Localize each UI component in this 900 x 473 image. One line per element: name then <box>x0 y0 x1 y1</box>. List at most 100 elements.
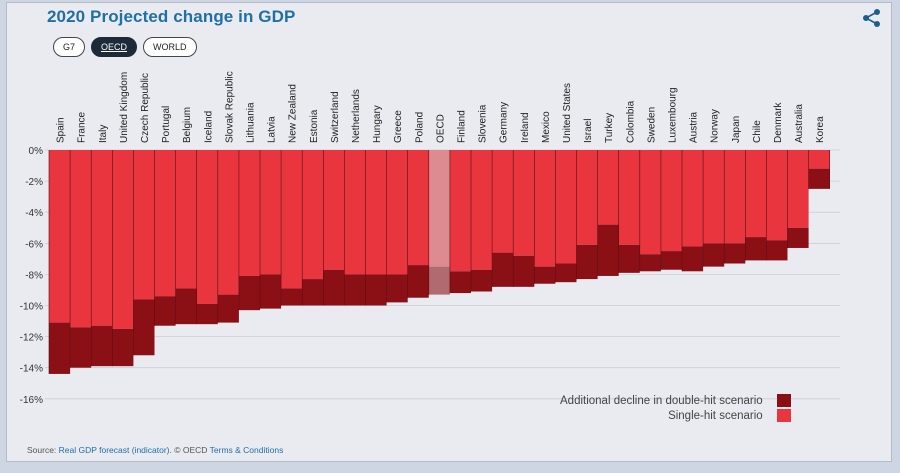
category-label: Ireland <box>520 112 531 143</box>
category-label: Chile <box>752 120 763 143</box>
bar-double-hit <box>175 288 197 325</box>
bar-double-hit <box>766 240 788 261</box>
bar-single-hit <box>745 150 767 238</box>
bar-double-hit <box>492 252 514 287</box>
bar-double-hit <box>217 294 239 323</box>
y-tick-label: -8% <box>25 270 43 281</box>
bar-single-hit <box>70 150 92 328</box>
category-label: Israel <box>583 119 594 143</box>
bar-double-hit <box>323 269 345 306</box>
terms-link[interactable]: Terms & Conditions <box>209 445 284 455</box>
category-label: Japan <box>731 116 742 143</box>
bar-single-hit <box>365 150 387 275</box>
bar-single-hit <box>618 150 640 245</box>
category-label: Hungary <box>372 105 383 143</box>
bar-double-hit <box>302 279 324 306</box>
legend: Additional decline in double-hit scenari… <box>560 393 791 423</box>
bar-double-hit <box>238 275 260 311</box>
tab-oecd[interactable]: OECD <box>91 37 138 57</box>
category-label: Latvia <box>267 116 278 143</box>
bar-single-hit <box>449 150 471 272</box>
bar-single-hit <box>787 150 809 228</box>
legend-swatch-double <box>776 394 791 407</box>
source-note: Source: Real GDP forecast (indicator). ©… <box>27 445 283 455</box>
category-label: Greece <box>393 110 404 143</box>
region-tabs: G7 OECD WORLD <box>53 37 197 57</box>
category-label: Netherlands <box>351 89 362 143</box>
category-label: Iceland <box>203 111 214 143</box>
legend-item-single: Single-hit scenario <box>560 408 791 423</box>
y-tick-label: -6% <box>25 239 43 250</box>
category-label: Lithuania <box>245 102 256 143</box>
category-label: Belgium <box>182 107 193 143</box>
bar-single-hit <box>724 150 746 244</box>
category-label: Mexico <box>541 111 552 143</box>
chart-title: 2020 Projected change in GDP <box>47 7 296 26</box>
category-label: Slovenia <box>478 104 489 143</box>
source-link[interactable]: Real GDP forecast (indicator) <box>58 445 170 455</box>
bar-double-hit <box>196 303 218 325</box>
bar-double-hit <box>344 274 366 306</box>
bar-single-hit <box>154 150 176 297</box>
bar-double-hit <box>576 244 598 280</box>
category-label: Sweden <box>646 107 657 143</box>
bar-double-hit <box>555 263 577 283</box>
category-label: United States <box>562 83 573 143</box>
bar-single-hit <box>682 150 704 247</box>
bar-double-hit <box>703 243 725 267</box>
bar-single-hit <box>703 150 725 244</box>
bar-single-hit <box>91 150 113 326</box>
bar-double-hit <box>682 246 704 272</box>
tab-world[interactable]: WORLD <box>143 37 197 57</box>
category-label: Austria <box>689 111 700 143</box>
y-tick-label: 0% <box>29 146 44 157</box>
bar-double-hit <box>281 288 303 306</box>
category-label: Spain <box>56 117 67 143</box>
y-tick-label: -2% <box>25 177 43 188</box>
bar-double-hit <box>407 265 429 298</box>
bar-single-hit <box>196 150 218 304</box>
bar-single-hit <box>344 150 366 275</box>
bar-double-hit <box>112 328 134 367</box>
category-label: OECD <box>435 114 446 143</box>
legend-swatch-single <box>776 409 791 422</box>
category-label: United Kingdom <box>119 72 130 143</box>
category-label: Norway <box>710 109 721 143</box>
bar-double-hit <box>513 255 535 287</box>
tab-g7[interactable]: G7 <box>53 37 86 57</box>
bar-single-hit <box>513 150 535 256</box>
bar-double-hit <box>618 244 640 273</box>
bar-double-hit <box>428 266 450 295</box>
bar-single-hit <box>534 150 556 267</box>
category-label: Portugal <box>161 106 172 143</box>
bar-single-hit <box>281 150 303 289</box>
bar-single-hit <box>597 150 619 225</box>
share-icon[interactable] <box>861 8 883 28</box>
source-prefix: Source: <box>27 445 59 455</box>
category-label: Estonia <box>309 109 320 143</box>
bar-double-hit <box>260 274 282 309</box>
bar-double-hit <box>660 251 682 270</box>
bar-double-hit <box>91 325 113 367</box>
category-label: Denmark <box>773 101 784 143</box>
bar-double-hit <box>449 271 471 294</box>
category-label: Finland <box>456 110 467 143</box>
category-label: Czech Republic <box>140 73 151 143</box>
y-tick-label: -4% <box>25 208 43 219</box>
bar-double-hit <box>534 266 556 284</box>
bar-single-hit <box>660 150 682 252</box>
bar-single-hit <box>808 150 830 169</box>
bar-double-hit <box>808 168 830 189</box>
bar-single-hit <box>407 150 429 266</box>
source-middle: . © OECD <box>169 445 210 455</box>
category-label: Poland <box>414 112 425 143</box>
bar-double-hit <box>70 327 92 368</box>
category-label: Germany <box>499 102 510 143</box>
category-label: Turkey <box>604 113 615 143</box>
category-label: Colombia <box>625 100 636 143</box>
category-label: Italy <box>98 125 109 143</box>
bar-single-hit <box>217 150 239 295</box>
bar-double-hit <box>386 274 408 303</box>
bar-single-hit <box>639 150 661 255</box>
